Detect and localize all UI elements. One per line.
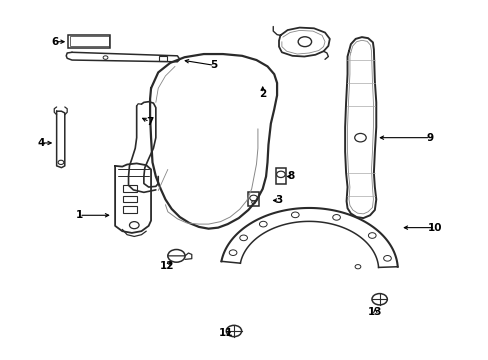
Text: 1: 1 — [75, 210, 82, 220]
Text: 2: 2 — [259, 89, 266, 99]
Text: 7: 7 — [145, 117, 153, 127]
Bar — [123, 206, 137, 213]
Bar — [68, 35, 110, 48]
Bar — [69, 36, 109, 46]
Text: 9: 9 — [426, 133, 433, 143]
Text: 12: 12 — [159, 261, 174, 271]
Text: 10: 10 — [427, 222, 442, 233]
Text: 3: 3 — [275, 195, 282, 206]
Text: 8: 8 — [287, 171, 294, 181]
Bar — [123, 185, 137, 192]
Text: 13: 13 — [367, 307, 382, 317]
Bar — [123, 196, 137, 202]
Text: 5: 5 — [210, 60, 218, 70]
Bar — [248, 192, 258, 206]
Bar — [159, 56, 166, 61]
Text: 6: 6 — [51, 37, 59, 47]
Bar — [275, 168, 285, 184]
Text: 11: 11 — [219, 328, 233, 338]
Text: 4: 4 — [37, 138, 44, 148]
